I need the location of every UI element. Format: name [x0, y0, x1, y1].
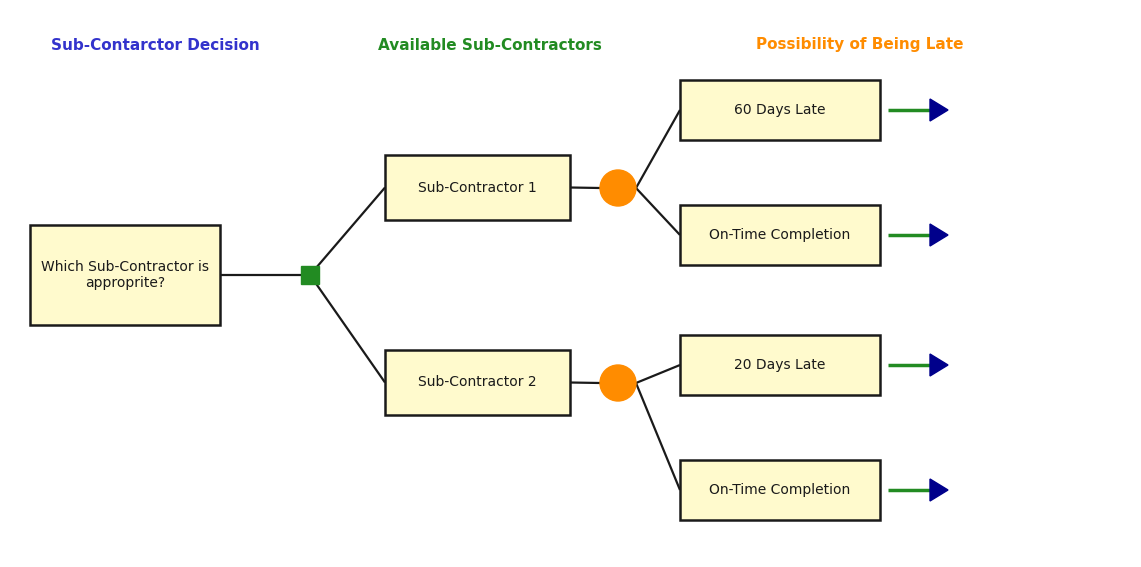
Ellipse shape — [600, 365, 636, 401]
Ellipse shape — [600, 170, 636, 206]
Bar — [301, 266, 319, 284]
Text: Which Sub-Contractor is
approprite?: Which Sub-Contractor is approprite? — [41, 260, 209, 290]
FancyBboxPatch shape — [385, 155, 570, 220]
Text: Possibility of Being Late: Possibility of Being Late — [756, 37, 964, 53]
Text: Sub-Contarctor Decision: Sub-Contarctor Decision — [50, 37, 259, 53]
Polygon shape — [930, 354, 948, 376]
Polygon shape — [930, 479, 948, 501]
FancyBboxPatch shape — [30, 225, 220, 325]
Text: 20 Days Late: 20 Days Late — [735, 358, 826, 372]
FancyBboxPatch shape — [680, 205, 880, 265]
Text: Sub-Contractor 2: Sub-Contractor 2 — [419, 375, 536, 390]
Text: On-Time Completion: On-Time Completion — [710, 483, 851, 497]
FancyBboxPatch shape — [680, 460, 880, 520]
Polygon shape — [930, 99, 948, 121]
FancyBboxPatch shape — [680, 80, 880, 140]
Polygon shape — [930, 224, 948, 246]
Text: On-Time Completion: On-Time Completion — [710, 228, 851, 242]
Text: Sub-Contractor 1: Sub-Contractor 1 — [418, 180, 537, 194]
FancyBboxPatch shape — [385, 350, 570, 415]
Text: Available Sub-Contractors: Available Sub-Contractors — [378, 37, 602, 53]
Text: 60 Days Late: 60 Days Late — [735, 103, 826, 117]
FancyBboxPatch shape — [680, 335, 880, 395]
